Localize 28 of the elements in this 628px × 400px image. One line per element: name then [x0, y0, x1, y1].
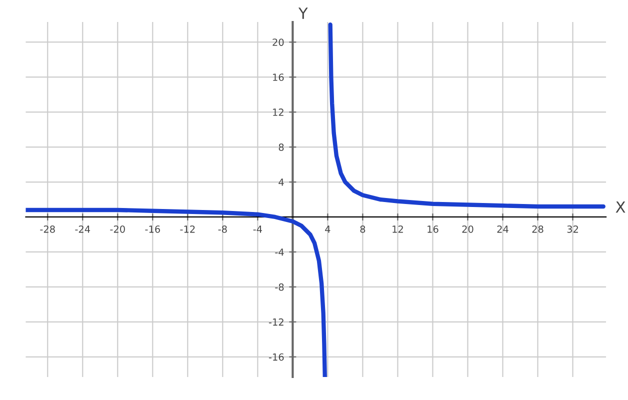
- x-tick-label: -8: [218, 225, 227, 233]
- x-axis-title: X: [616, 201, 626, 213]
- x-tick-label: 24: [497, 225, 508, 233]
- line-series: [328, 22, 606, 209]
- x-tick-label: 8: [360, 225, 366, 233]
- x-tick-label: -12: [180, 225, 195, 233]
- x-tick-label: 16: [428, 225, 438, 233]
- y-tick-label: 8: [278, 144, 284, 151]
- x-tick-label: 4: [325, 226, 330, 233]
- x-tick-label: 12: [392, 225, 403, 233]
- x-tick-label: 32: [567, 225, 578, 233]
- y-tick-label: -8: [275, 283, 284, 291]
- x-tick-label: 20: [462, 225, 474, 233]
- y-tick-label: 4: [278, 178, 284, 186]
- y-axis-title: Y: [298, 8, 308, 19]
- x-tick-label: -16: [145, 225, 160, 233]
- x-tick-label: -28: [40, 225, 55, 233]
- x-tick-label: -24: [75, 225, 90, 233]
- y-tick-label: -4: [275, 248, 284, 256]
- y-tick-label: 12: [273, 108, 284, 116]
- y-tick-label: -12: [268, 318, 284, 326]
- y-tick-label: -16: [268, 353, 284, 361]
- x-tick-label: -20: [110, 225, 125, 233]
- y-tick-label: 16: [273, 74, 284, 81]
- x-tick-label: -4: [253, 226, 262, 233]
- line-series: [26, 208, 327, 377]
- y-tick-label: 20: [272, 38, 284, 46]
- x-tick-label: 28: [532, 225, 544, 233]
